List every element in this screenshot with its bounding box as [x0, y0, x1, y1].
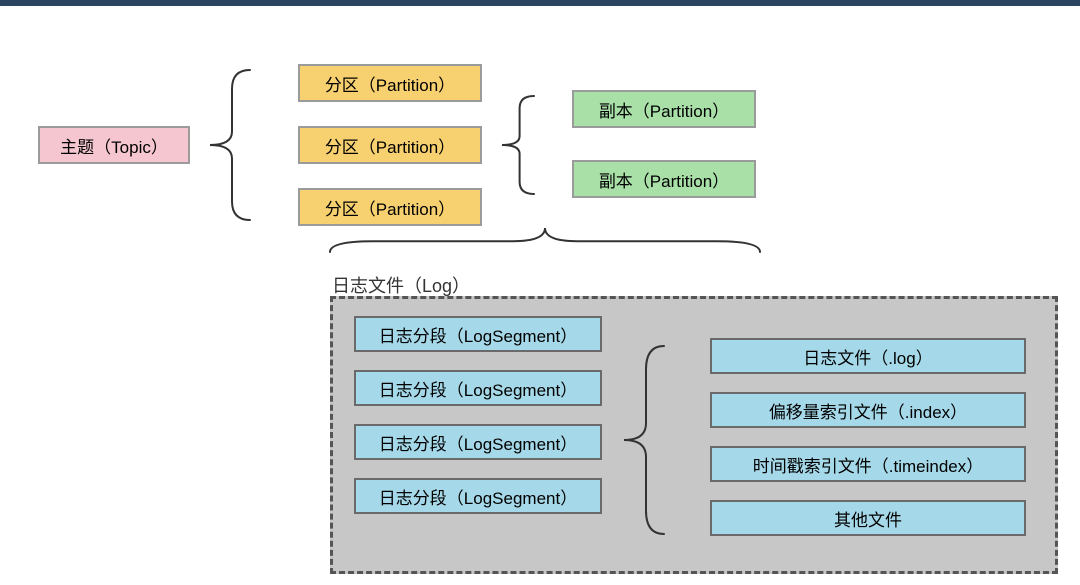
- node-replica-2: 副本（Partition）: [572, 160, 756, 198]
- node-replica-1: 副本（Partition）: [572, 90, 756, 128]
- node-file-other: 其他文件: [710, 500, 1026, 536]
- node-file-timeindex: 时间戳索引文件（.timeindex）: [710, 446, 1026, 482]
- node-logsegment-2: 日志分段（LogSegment）: [354, 370, 602, 406]
- node-logsegment-4: 日志分段（LogSegment）: [354, 478, 602, 514]
- brace-replica-to-log: [328, 226, 762, 254]
- node-file-index: 偏移量索引文件（.index）: [710, 392, 1026, 428]
- node-topic: 主题（Topic）: [38, 126, 190, 164]
- node-file-log: 日志文件（.log）: [710, 338, 1026, 374]
- brace-partition-to-replicas: [500, 94, 536, 196]
- log-label: 日志文件（Log）: [332, 272, 470, 298]
- node-logsegment-1: 日志分段（LogSegment）: [354, 316, 602, 352]
- node-partition-2: 分区（Partition）: [298, 126, 482, 164]
- brace-topic-to-partitions: [208, 68, 252, 222]
- node-partition-3: 分区（Partition）: [298, 188, 482, 226]
- top-accent-bar: [0, 0, 1080, 6]
- node-logsegment-3: 日志分段（LogSegment）: [354, 424, 602, 460]
- node-partition-1: 分区（Partition）: [298, 64, 482, 102]
- brace-segment-to-files: [622, 344, 666, 536]
